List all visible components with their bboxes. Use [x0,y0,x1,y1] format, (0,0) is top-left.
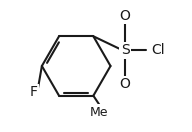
Text: O: O [120,77,131,91]
Text: Me: Me [89,106,108,119]
Text: O: O [120,9,131,23]
Text: F: F [30,85,38,99]
Text: S: S [121,43,129,57]
Text: Cl: Cl [151,43,165,57]
